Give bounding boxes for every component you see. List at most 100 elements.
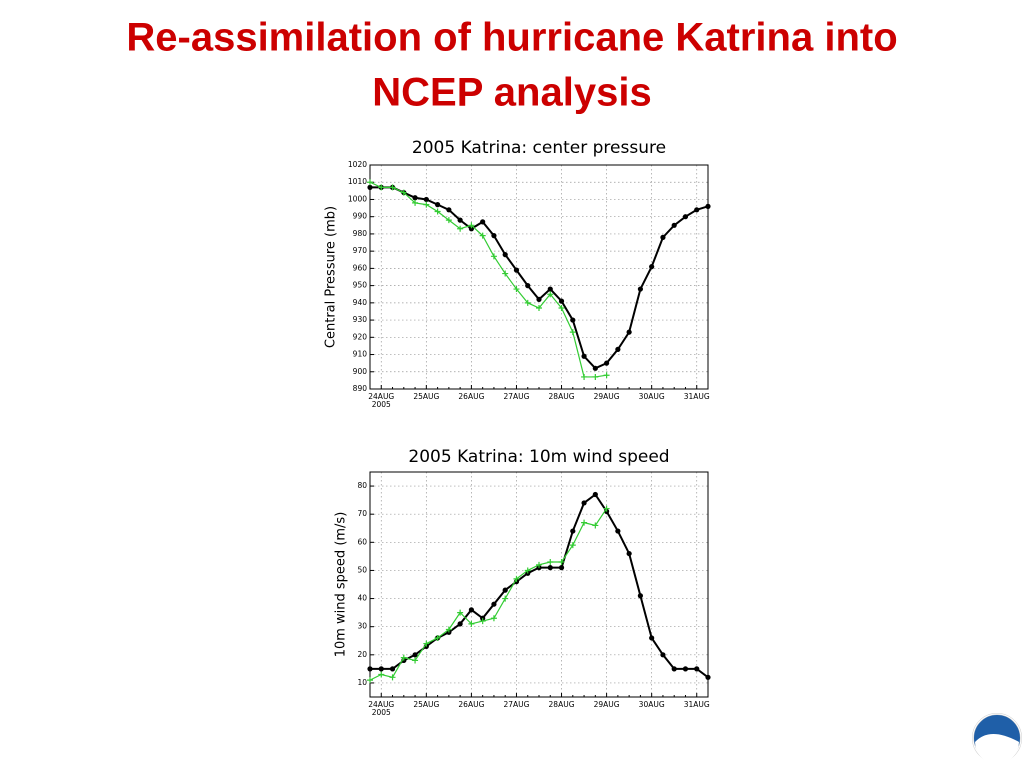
data-point <box>445 626 452 633</box>
data-point <box>491 601 497 607</box>
x-tick-label: 31AUG <box>684 392 710 401</box>
x-tick-label: 31AUG <box>684 700 710 709</box>
data-point <box>468 607 474 613</box>
x-tick-label: 26AUG <box>458 700 484 709</box>
data-point <box>367 677 373 684</box>
data-point <box>705 674 711 680</box>
data-point <box>649 635 655 641</box>
data-point <box>513 575 520 582</box>
data-point <box>637 286 644 292</box>
x-tick-label: 28AUG <box>549 700 575 709</box>
data-point <box>367 179 373 186</box>
series-line <box>370 186 709 370</box>
data-point <box>592 522 599 529</box>
data-point <box>457 217 463 223</box>
x-tick-label: 27AUG <box>503 392 529 401</box>
data-point <box>536 561 542 568</box>
y-tick-label: 950 <box>353 281 368 290</box>
data-point <box>434 208 441 215</box>
data-point <box>445 217 452 224</box>
data-point <box>592 365 598 371</box>
data-point <box>570 317 576 323</box>
y-tick-label: 60 <box>357 537 367 546</box>
data-point <box>581 373 588 380</box>
slide-title-line-2: NCEP analysis <box>372 71 651 115</box>
data-point <box>694 207 700 213</box>
data-point <box>682 214 689 220</box>
y-tick-label: 1010 <box>348 177 367 186</box>
data-point <box>604 360 610 366</box>
data-point <box>592 491 598 498</box>
data-point <box>378 184 385 191</box>
data-point <box>682 666 689 672</box>
data-point <box>524 567 531 574</box>
series-line <box>369 508 608 681</box>
data-point <box>525 283 531 289</box>
data-point <box>468 222 475 229</box>
data-point <box>480 219 486 225</box>
chart-title: 2005 Katrina: 10m wind speed <box>408 447 669 467</box>
data-point <box>378 671 385 678</box>
data-point <box>490 253 497 260</box>
x-sublabel: 2005 <box>372 708 391 717</box>
data-point <box>502 587 508 593</box>
data-point <box>705 203 711 209</box>
y-tick-label: 1020 <box>348 160 367 169</box>
data-point <box>536 296 542 302</box>
data-point <box>581 353 587 359</box>
y-tick-label: 940 <box>353 298 368 307</box>
series-line <box>370 493 709 679</box>
y-tick-label: 890 <box>353 384 368 393</box>
data-point <box>367 184 373 190</box>
data-point <box>468 620 475 627</box>
data-point <box>468 226 474 232</box>
data-point <box>479 618 486 625</box>
y-tick-label: 970 <box>353 246 368 255</box>
x-tick-label: 25AUG <box>413 700 439 709</box>
data-point <box>457 621 463 627</box>
data-point <box>626 329 632 335</box>
data-point <box>423 640 430 647</box>
x-tick-label: 30AUG <box>639 392 665 401</box>
data-point <box>412 199 419 206</box>
data-point <box>558 565 565 571</box>
chart-title: 2005 Katrina: center pressure <box>412 138 666 158</box>
slide-title-line-1: Re-assimilation of hurricane Katrina int… <box>126 16 897 60</box>
data-point <box>671 222 677 228</box>
data-point <box>558 559 565 565</box>
data-point <box>435 202 441 208</box>
data-point <box>615 528 621 534</box>
data-point <box>446 207 452 213</box>
data-point <box>502 252 508 258</box>
noaa-logo <box>972 713 1022 764</box>
data-point <box>694 666 700 672</box>
data-point <box>389 184 396 191</box>
data-point <box>457 225 464 232</box>
x-sublabel: 2005 <box>372 400 391 409</box>
data-point <box>581 519 588 526</box>
data-point <box>389 674 396 681</box>
data-point <box>660 652 666 658</box>
data-point <box>570 528 576 534</box>
data-point <box>569 329 576 336</box>
y-axis-label: Central Pressure (mb) <box>324 206 339 348</box>
y-tick-label: 920 <box>353 332 368 341</box>
data-point <box>569 542 576 549</box>
data-point <box>626 550 632 557</box>
data-point <box>513 286 520 293</box>
data-point <box>547 291 554 298</box>
y-tick-label: 20 <box>357 650 367 659</box>
data-point <box>412 657 419 664</box>
data-point <box>423 201 430 208</box>
x-tick-label: 26AUG <box>458 392 484 401</box>
x-tick-label: 24AUG <box>368 392 394 401</box>
data-point <box>457 609 464 616</box>
x-tick-label: 29AUG <box>594 392 620 401</box>
series-line <box>369 181 607 378</box>
data-point <box>558 305 565 312</box>
data-point <box>536 305 542 312</box>
y-tick-label: 70 <box>357 509 367 518</box>
y-tick-label: 900 <box>353 367 368 376</box>
data-point <box>389 666 396 672</box>
y-axis-label: 10m wind speed (m/s) <box>334 512 349 658</box>
